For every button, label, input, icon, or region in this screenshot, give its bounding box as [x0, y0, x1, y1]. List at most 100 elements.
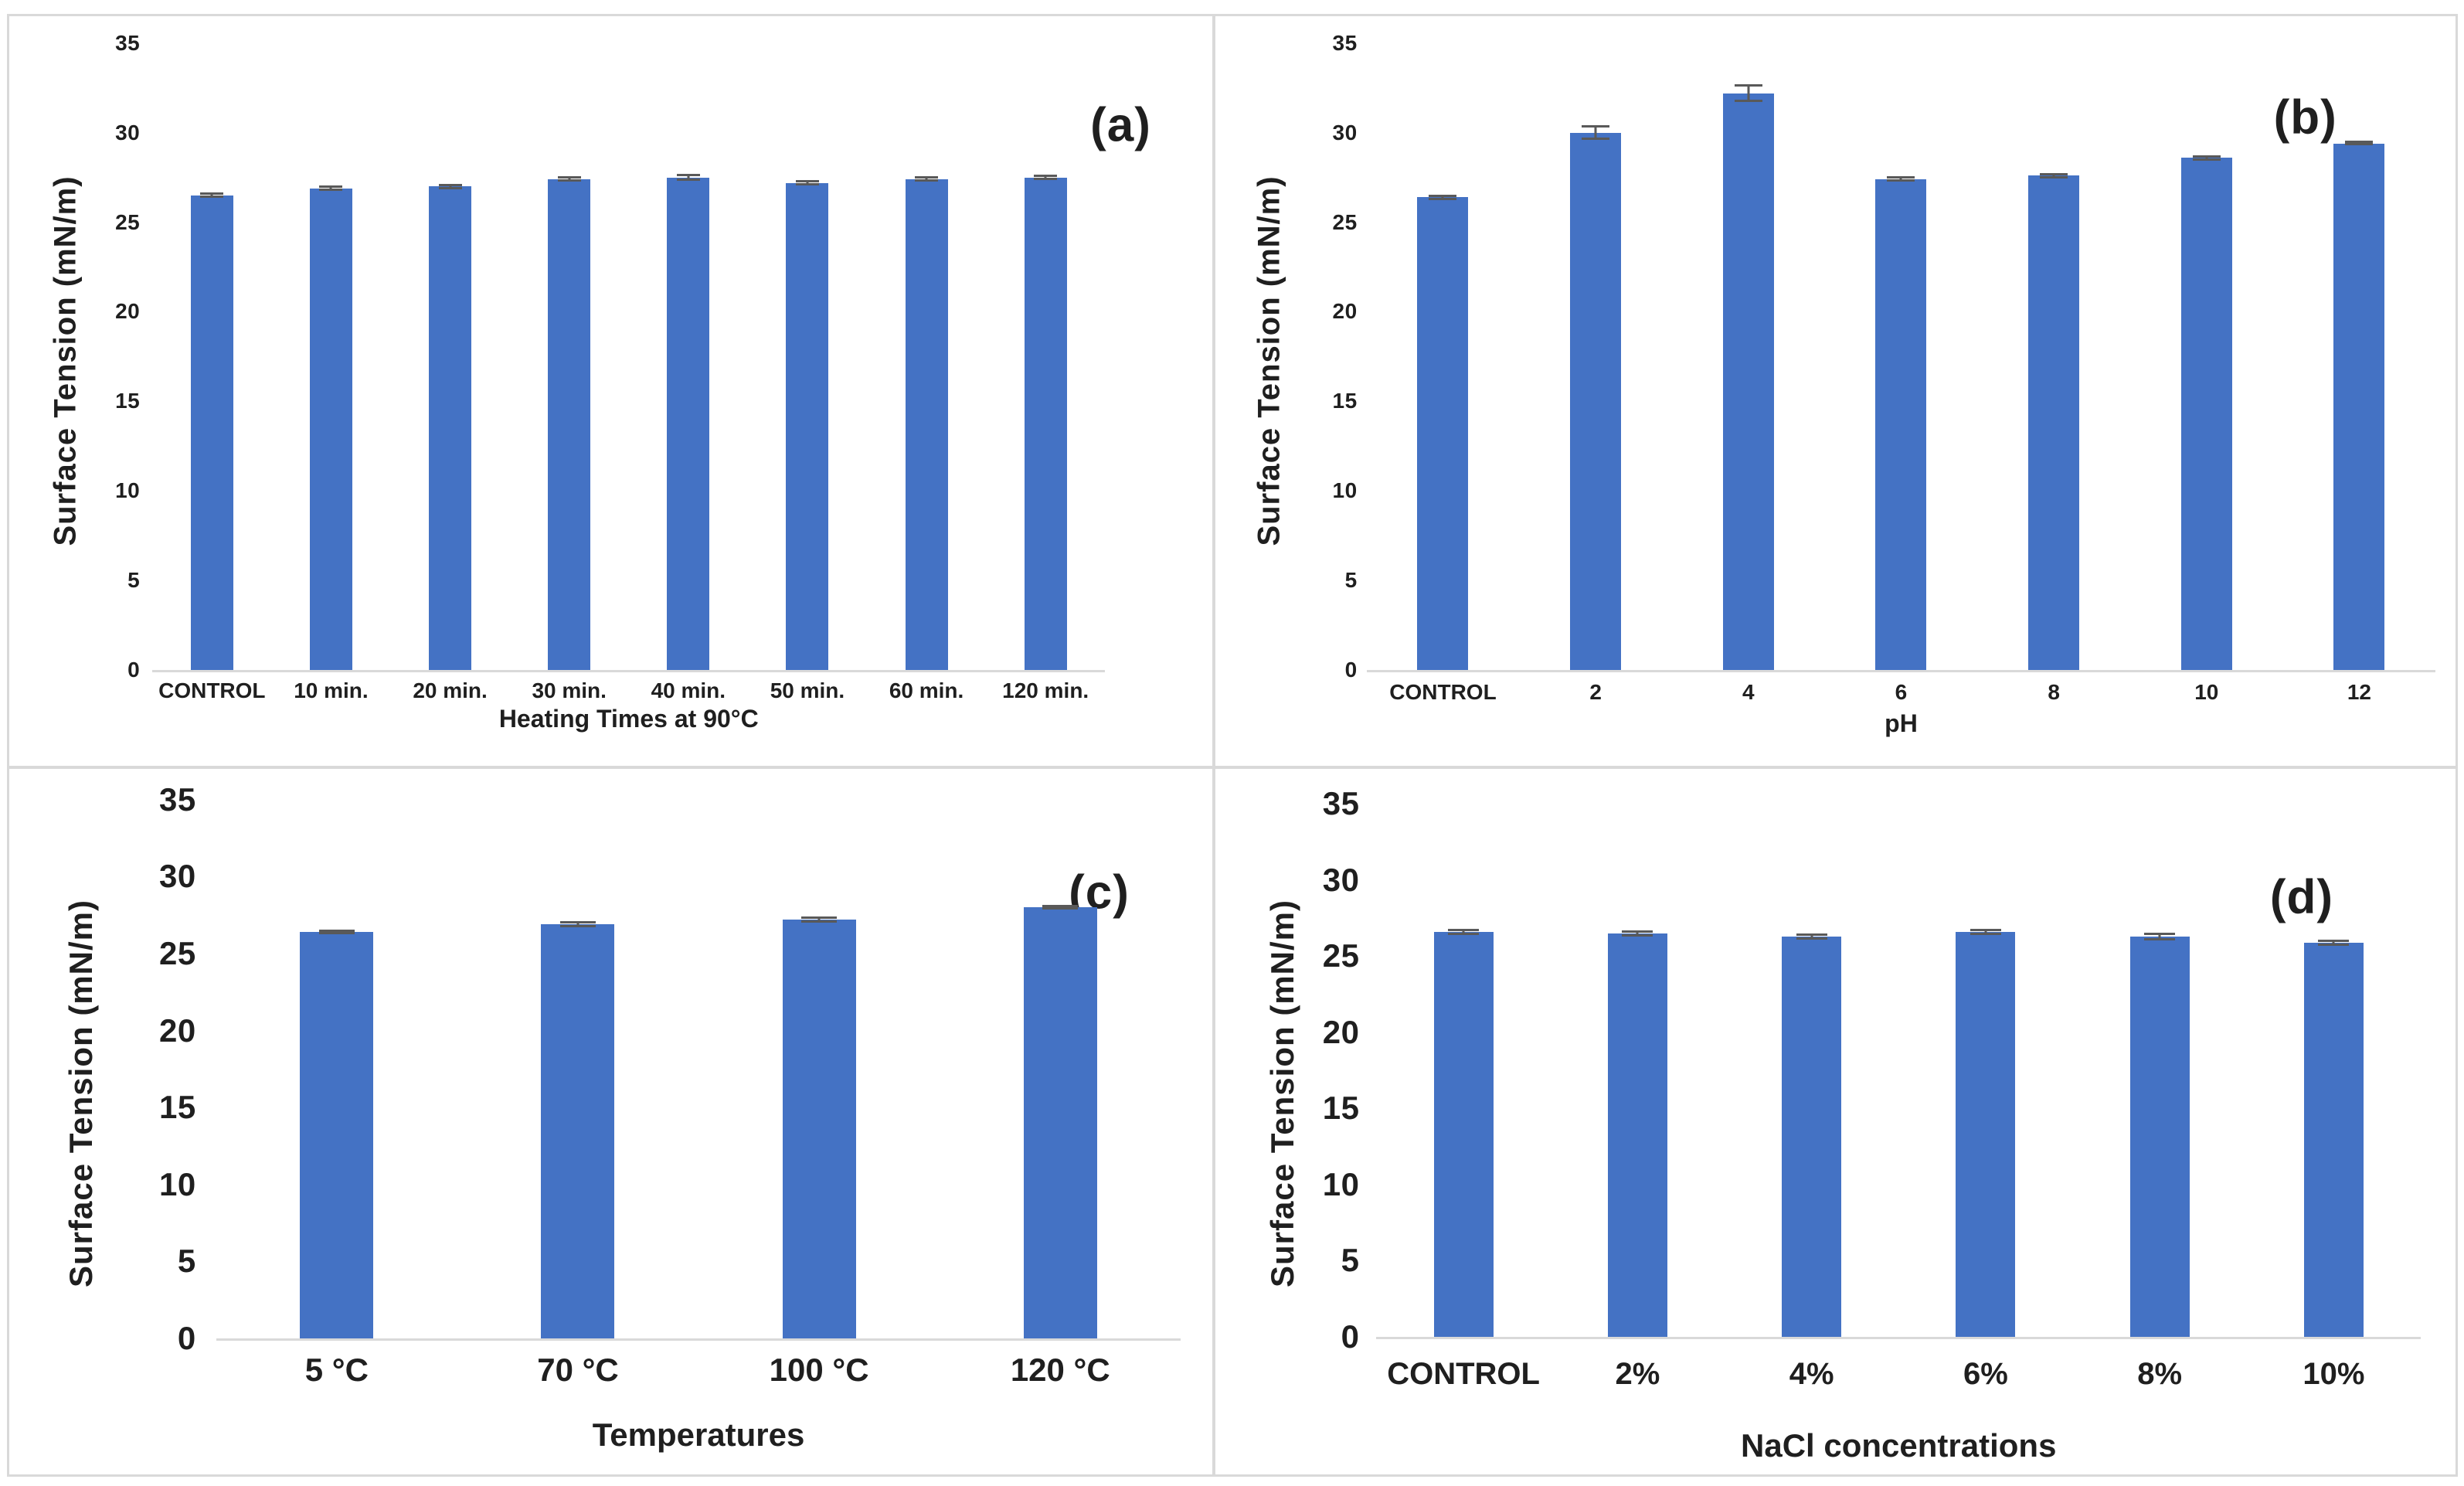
- category-label: 4: [1742, 679, 1755, 704]
- bar: [1417, 197, 1469, 670]
- y-tick-label: 10: [115, 478, 141, 502]
- bar-cell: [1672, 43, 1825, 670]
- category-label: 50 min.: [770, 678, 845, 702]
- y-tick-label: 0: [1344, 657, 1358, 682]
- bar-cell: [748, 43, 867, 670]
- bar: [190, 195, 233, 670]
- error-bar: [557, 176, 581, 182]
- plot-area: 0 5 10 15 20 25 30 35 CONTROL 2 4 6 8 10 12 pH: [1333, 32, 2436, 736]
- bar: [2180, 158, 2232, 670]
- bars-area: [1376, 804, 2421, 1337]
- bar-cell: [1977, 43, 2130, 670]
- error-bar: [1582, 125, 1610, 140]
- bar: [1782, 936, 1842, 1337]
- error-bar: [795, 180, 819, 186]
- bar-cell: [2247, 804, 2421, 1337]
- category-label: 30 min.: [532, 678, 607, 702]
- y-tick-label: 15: [1322, 1090, 1360, 1127]
- y-tick-label: 5: [177, 1243, 196, 1280]
- x-axis-title: pH: [1885, 709, 1918, 737]
- bar: [782, 920, 856, 1338]
- bars-area: [1367, 43, 2436, 670]
- category-label: 120 min.: [1002, 678, 1089, 702]
- category-label: 2: [1589, 679, 1602, 704]
- y-tick-label: 15: [159, 1089, 196, 1126]
- bar: [1875, 179, 1927, 670]
- bar-cell: [1898, 804, 2072, 1337]
- y-axis-ticks: 0 5 10 15 20 25 30 35: [70, 32, 141, 680]
- category-label: 6: [1895, 679, 1908, 704]
- y-tick-label: 20: [115, 299, 141, 324]
- error-bar: [2040, 172, 2068, 179]
- plot-area: 0 5 10 15 20 25 30 35 CONTROL 10 min. 20 min. 30 m…: [115, 32, 1106, 732]
- category-label: 20 min.: [413, 678, 488, 702]
- bars-area: [216, 800, 1181, 1338]
- y-tick-label: 35: [1332, 30, 1358, 55]
- y-tick-label: 25: [1332, 209, 1358, 234]
- error-bar: [2192, 155, 2221, 161]
- category-label: 10 min.: [294, 678, 369, 702]
- bar: [1023, 907, 1097, 1338]
- x-axis-title: Temperatures: [592, 1416, 805, 1453]
- bar-cell: [940, 800, 1181, 1338]
- category-label: 5 °C: [304, 1351, 369, 1388]
- y-tick-label: 25: [159, 934, 196, 971]
- bar: [2333, 143, 2385, 670]
- y-tick-label: 10: [159, 1165, 196, 1202]
- panel-c-temperatures: (c) Surface Tension (mN/m) 0 5 10 15 20 25 30 3…: [9, 768, 1215, 1474]
- bar: [1722, 93, 1774, 670]
- error-bar: [1429, 194, 1457, 200]
- bar-cell: [2072, 804, 2246, 1337]
- error-bar: [2318, 939, 2350, 946]
- category-labels: CONTROL 2% 4% 6% 8% 10%: [1376, 1357, 2421, 1391]
- bar: [1607, 933, 1667, 1337]
- category-label: 120 °C: [1010, 1351, 1110, 1388]
- bar-cell: [698, 800, 940, 1338]
- panel-b-ph: (b) Surface Tension (mN/m) 0 5 10 15 20 25 30 3…: [1215, 16, 2456, 769]
- bar: [1024, 177, 1067, 670]
- bar: [905, 179, 948, 670]
- category-label: 10%: [2303, 1356, 2365, 1391]
- plot-area: 0 5 10 15 20 25 30 35 CONTROL 2% 4% 6% 8% 10% NaCl c…: [1323, 787, 2422, 1464]
- y-tick-label: 30: [159, 858, 196, 895]
- error-bar: [559, 921, 596, 928]
- bar-cell: [1825, 43, 1978, 670]
- panel-label-d: (d): [2269, 870, 2334, 924]
- bar: [667, 177, 710, 670]
- bar-cell: [216, 800, 457, 1338]
- y-tick-label: 20: [1332, 299, 1358, 324]
- bars-area: [152, 43, 1105, 670]
- bar-cell: [629, 43, 748, 670]
- bar: [429, 186, 472, 670]
- bar: [1956, 931, 2016, 1337]
- error-bar: [1034, 175, 1058, 181]
- panel-label-a: (a): [1090, 98, 1151, 152]
- bar: [548, 179, 591, 670]
- y-axis-ticks: 0 5 10 15 20 25 30 35: [1290, 787, 1360, 1353]
- panel-a-heating-times: (a) Surface Tension (mN/m) 0 5 10 15 20 25 30 3…: [9, 16, 1215, 769]
- category-label: 6%: [1963, 1356, 2008, 1391]
- y-tick-label: 15: [115, 389, 141, 413]
- bar-cell: [457, 800, 698, 1338]
- bar: [1433, 931, 1494, 1337]
- y-tick-label: 25: [115, 209, 141, 234]
- y-tick-label: 35: [115, 30, 141, 55]
- error-bar: [1734, 84, 1762, 103]
- y-tick-label: 10: [1332, 478, 1358, 502]
- y-tick-label: 30: [115, 120, 141, 145]
- error-bar: [318, 930, 355, 935]
- category-label: 8: [2048, 679, 2060, 704]
- error-bar: [1970, 928, 2001, 935]
- y-tick-label: 0: [1341, 1318, 1360, 1355]
- y-axis-title: Surface Tension (mN/m): [1252, 175, 1286, 546]
- error-bar: [2144, 932, 2176, 940]
- y-axis-ticks: 0 5 10 15 20 25 30 35: [127, 783, 196, 1354]
- category-labels: 5 °C 70 °C 100 °C 120 °C: [216, 1352, 1181, 1388]
- category-label: 8%: [2137, 1356, 2183, 1391]
- error-bar: [200, 192, 224, 199]
- bar: [1570, 132, 1622, 670]
- category-labels: CONTROL 10 min. 20 min. 30 min. 40 min. 50 mi…: [152, 678, 1105, 703]
- y-tick-label: 35: [1322, 785, 1360, 822]
- bar-cell: [2283, 43, 2436, 670]
- bar-cell: [2130, 43, 2283, 670]
